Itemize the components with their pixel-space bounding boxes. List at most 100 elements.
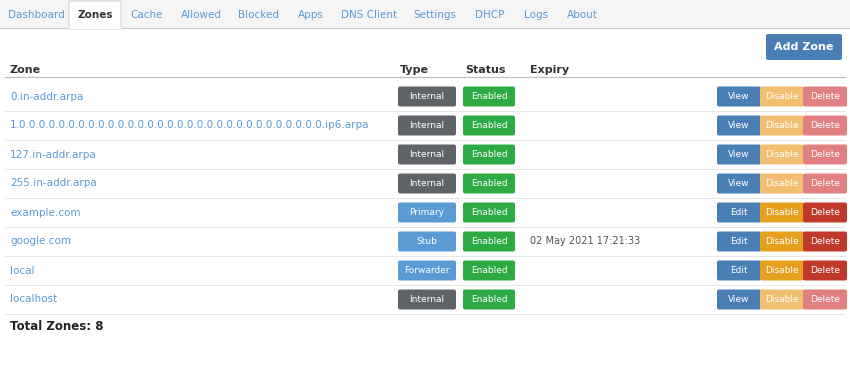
Text: Expiry: Expiry [530, 65, 570, 75]
Text: Enabled: Enabled [471, 121, 507, 130]
Text: Disable: Disable [765, 237, 799, 246]
Text: Dashboard: Dashboard [8, 10, 65, 20]
FancyBboxPatch shape [717, 231, 761, 252]
FancyBboxPatch shape [803, 173, 847, 193]
FancyBboxPatch shape [463, 145, 515, 165]
Text: Total Zones: 8: Total Zones: 8 [10, 320, 104, 332]
Text: 1.0.0.0.0.0.0.0.0.0.0.0.0.0.0.0.0.0.0.0.0.0.0.0.0.0.0.0.0.0.0.0.ip6.arpa: 1.0.0.0.0.0.0.0.0.0.0.0.0.0.0.0.0.0.0.0.… [10, 121, 370, 131]
Text: Zone: Zone [10, 65, 41, 75]
Text: View: View [728, 92, 750, 101]
FancyBboxPatch shape [803, 86, 847, 107]
Text: Apps: Apps [298, 10, 324, 20]
FancyBboxPatch shape [803, 203, 847, 223]
Text: Delete: Delete [810, 208, 840, 217]
Text: Enabled: Enabled [471, 295, 507, 304]
Text: Edit: Edit [730, 266, 748, 275]
Text: Disable: Disable [765, 92, 799, 101]
Text: Disable: Disable [765, 150, 799, 159]
Text: Delete: Delete [810, 295, 840, 304]
Text: google.com: google.com [10, 237, 71, 246]
FancyBboxPatch shape [760, 86, 804, 107]
FancyBboxPatch shape [803, 231, 847, 252]
FancyBboxPatch shape [398, 261, 456, 280]
Text: Enabled: Enabled [471, 208, 507, 217]
Text: Cache: Cache [131, 10, 163, 20]
Text: Disable: Disable [765, 295, 799, 304]
Text: Delete: Delete [810, 150, 840, 159]
FancyBboxPatch shape [398, 290, 456, 310]
Text: Primary: Primary [410, 208, 445, 217]
FancyBboxPatch shape [760, 261, 804, 280]
Text: Allowed: Allowed [181, 10, 222, 20]
FancyBboxPatch shape [760, 145, 804, 165]
Text: Edit: Edit [730, 208, 748, 217]
Text: Status: Status [465, 65, 506, 75]
FancyBboxPatch shape [398, 145, 456, 165]
FancyBboxPatch shape [463, 261, 515, 280]
Text: Delete: Delete [810, 266, 840, 275]
Text: example.com: example.com [10, 207, 81, 217]
Text: DNS Client: DNS Client [341, 10, 397, 20]
FancyBboxPatch shape [803, 115, 847, 135]
FancyBboxPatch shape [463, 86, 515, 107]
FancyBboxPatch shape [760, 203, 804, 223]
FancyBboxPatch shape [803, 290, 847, 310]
Text: localhost: localhost [10, 294, 57, 304]
FancyBboxPatch shape [463, 203, 515, 223]
FancyBboxPatch shape [717, 261, 761, 280]
Text: DHCP: DHCP [475, 10, 505, 20]
FancyBboxPatch shape [760, 173, 804, 193]
Text: Delete: Delete [810, 237, 840, 246]
FancyBboxPatch shape [717, 203, 761, 223]
FancyBboxPatch shape [463, 290, 515, 310]
Text: Blocked: Blocked [239, 10, 280, 20]
Text: Enabled: Enabled [471, 237, 507, 246]
FancyBboxPatch shape [717, 173, 761, 193]
FancyBboxPatch shape [760, 290, 804, 310]
FancyBboxPatch shape [463, 173, 515, 193]
Text: Settings: Settings [413, 10, 456, 20]
FancyBboxPatch shape [69, 1, 121, 29]
Text: Internal: Internal [410, 121, 445, 130]
Text: Enabled: Enabled [471, 179, 507, 188]
Text: Delete: Delete [810, 179, 840, 188]
Text: Internal: Internal [410, 150, 445, 159]
FancyBboxPatch shape [398, 86, 456, 107]
FancyBboxPatch shape [398, 231, 456, 252]
Text: Edit: Edit [730, 237, 748, 246]
Text: 127.in-addr.arpa: 127.in-addr.arpa [10, 149, 97, 159]
Bar [0, 0, 850, 28]
FancyBboxPatch shape [463, 231, 515, 252]
Text: Stub: Stub [416, 237, 438, 246]
Text: 02 May 2021 17:21:33: 02 May 2021 17:21:33 [530, 237, 640, 246]
FancyBboxPatch shape [760, 231, 804, 252]
Text: local: local [10, 266, 35, 276]
Text: Internal: Internal [410, 92, 445, 101]
FancyBboxPatch shape [717, 115, 761, 135]
FancyBboxPatch shape [766, 34, 842, 60]
Text: View: View [728, 179, 750, 188]
Text: Disable: Disable [765, 208, 799, 217]
FancyBboxPatch shape [803, 145, 847, 165]
Text: Disable: Disable [765, 266, 799, 275]
Text: Disable: Disable [765, 179, 799, 188]
Text: Enabled: Enabled [471, 92, 507, 101]
Text: Delete: Delete [810, 121, 840, 130]
FancyBboxPatch shape [398, 173, 456, 193]
Text: Internal: Internal [410, 179, 445, 188]
FancyBboxPatch shape [717, 290, 761, 310]
Text: Zones: Zones [77, 10, 113, 20]
FancyBboxPatch shape [717, 145, 761, 165]
Text: View: View [728, 121, 750, 130]
Text: Disable: Disable [765, 121, 799, 130]
Text: Enabled: Enabled [471, 266, 507, 275]
FancyBboxPatch shape [463, 115, 515, 135]
Text: Internal: Internal [410, 295, 445, 304]
Text: Logs: Logs [524, 10, 548, 20]
FancyBboxPatch shape [398, 203, 456, 223]
Text: Add Zone: Add Zone [774, 42, 834, 52]
Text: View: View [728, 295, 750, 304]
FancyBboxPatch shape [398, 115, 456, 135]
Text: Type: Type [400, 65, 429, 75]
Text: 255.in-addr.arpa: 255.in-addr.arpa [10, 179, 97, 189]
